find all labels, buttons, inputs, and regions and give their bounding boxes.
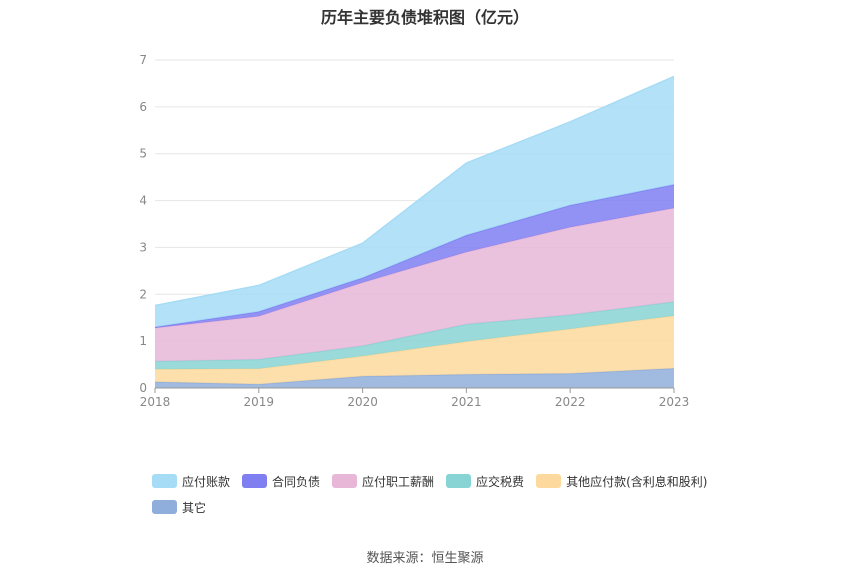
legend-label: 合同负债 <box>272 474 321 489</box>
area-4 <box>155 184 674 329</box>
legend-label: 应付账款 <box>182 474 231 489</box>
legend-swatch <box>152 474 177 488</box>
x-tick-label: 2019 <box>244 395 275 409</box>
legend-item[interactable]: 合同负债 <box>242 473 320 489</box>
area-0 <box>155 368 674 388</box>
legend-label: 应交税费 <box>476 474 525 489</box>
y-tick-label: 2 <box>139 287 147 301</box>
legend-label: 其它 <box>182 500 207 515</box>
legend-item[interactable]: 应交税费 <box>446 473 524 489</box>
y-tick-label: 7 <box>139 53 147 67</box>
y-tick-label: 0 <box>139 381 147 395</box>
stacked-area-chart: 0 1 2 3 4 5 6 7 2018 2019 2020 2021 2022 2023 <box>139 53 690 409</box>
legend: 应付账款 合同负债 应付职工薪酬 应交税费 其他应付款(含利息和股利) 其它 <box>152 473 772 515</box>
source-note: 数据来源：恒生聚源 <box>366 551 484 566</box>
legend-label: 应付职工薪酬 <box>362 474 435 489</box>
legend-item[interactable]: 其他应付款(含利息和股利) <box>536 473 707 489</box>
x-tick-label: 2020 <box>347 395 378 409</box>
area-1 <box>155 315 674 385</box>
x-tick-label: 2022 <box>555 395 586 409</box>
legend-item[interactable]: 应付职工薪酬 <box>332 473 434 489</box>
legend-swatch <box>242 474 268 488</box>
legend-swatch <box>446 474 472 488</box>
legend-label: 其他应付款(含利息和股利) <box>566 474 708 489</box>
area-5 <box>155 76 674 328</box>
area-3 <box>155 208 674 362</box>
legend-item[interactable]: 其它 <box>152 499 206 515</box>
y-tick-label: 4 <box>139 194 147 208</box>
x-tick-label: 2021 <box>451 395 482 409</box>
x-tick-label: 2023 <box>659 395 690 409</box>
chart-title: 历年主要负债堆积图（亿元） <box>320 8 529 27</box>
y-tick-label: 5 <box>139 147 147 161</box>
area-series <box>154 75 675 388</box>
y-tick-label: 1 <box>139 334 147 348</box>
legend-swatch <box>332 474 358 488</box>
x-tick-label: 2018 <box>140 395 171 409</box>
area-line-5 <box>154 75 675 307</box>
y-tick-label: 3 <box>139 240 147 254</box>
legend-swatch <box>536 474 562 488</box>
legend-swatch <box>152 500 177 514</box>
legend-item[interactable]: 应付账款 <box>152 473 230 489</box>
y-tick-label: 6 <box>139 100 147 114</box>
axes: 2018 2019 2020 2021 2022 2023 <box>140 387 690 409</box>
